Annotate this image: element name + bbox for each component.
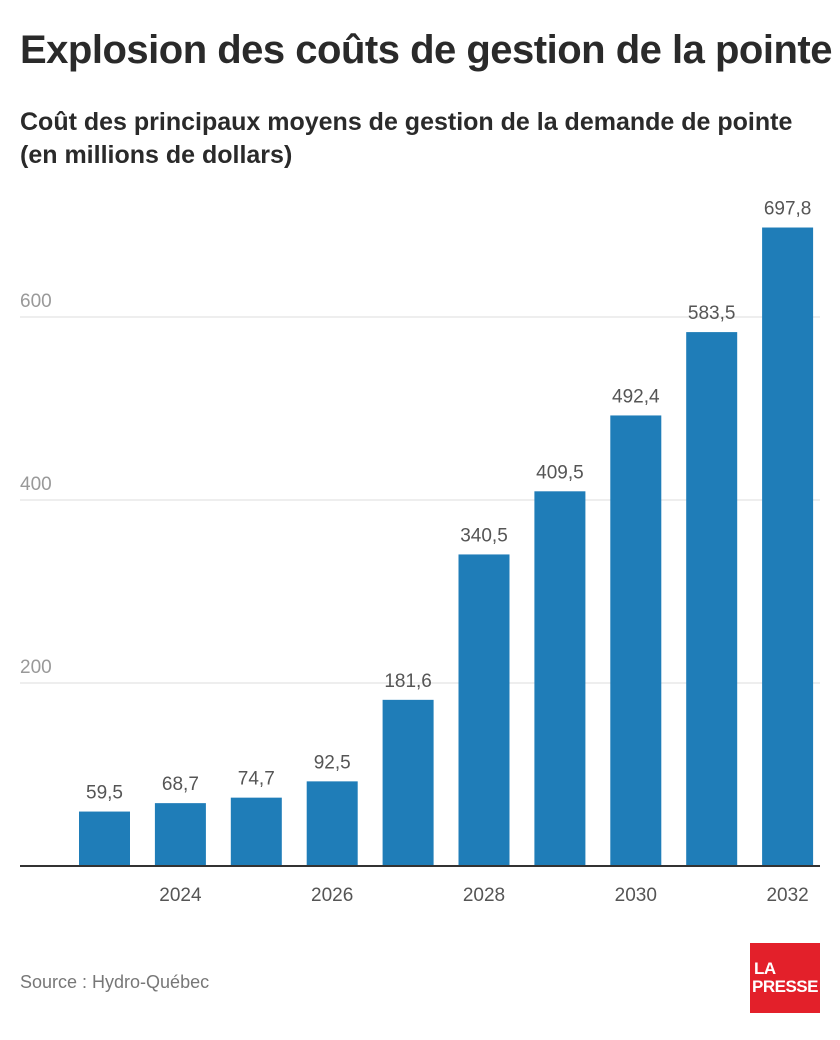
y-tick-label: 400 bbox=[20, 474, 52, 495]
value-label: 340,5 bbox=[460, 525, 508, 546]
bar-2026 bbox=[306, 781, 358, 866]
chart-subtitle: Coût des principaux moyens de gestion de… bbox=[20, 108, 793, 169]
y-tick-label: 600 bbox=[20, 291, 52, 312]
logo-line-1: LA bbox=[754, 959, 776, 978]
bar-2028 bbox=[458, 554, 510, 866]
source-note: Source : Hydro-Québec bbox=[20, 972, 210, 992]
la-presse-logo: LA PRESSE bbox=[750, 943, 820, 1013]
value-label: 92,5 bbox=[314, 752, 351, 773]
value-label: 68,7 bbox=[162, 774, 199, 795]
bar-chart: 200 400 600 59,5 68,7 2024 74,7 92,5 2026 181,6 34… bbox=[20, 199, 820, 906]
bar-2023 bbox=[79, 811, 130, 866]
bar-2027 bbox=[382, 699, 434, 866]
x-tick-label: 2030 bbox=[615, 885, 657, 906]
x-tick-label: 2026 bbox=[311, 885, 353, 906]
x-tick-label: 2032 bbox=[766, 885, 808, 906]
value-label: 59,5 bbox=[86, 783, 123, 804]
bar-2032 bbox=[762, 227, 814, 866]
chart-title: Explosion des coûts de gestion de la poi… bbox=[20, 28, 832, 72]
x-tick-label: 2028 bbox=[463, 885, 505, 906]
y-tick-label: 200 bbox=[20, 657, 52, 678]
bar-2025 bbox=[230, 797, 282, 866]
logo-line-2: PRESSE bbox=[752, 977, 818, 996]
value-label: 181,6 bbox=[384, 671, 432, 692]
bar-2031 bbox=[686, 332, 738, 866]
value-label: 74,7 bbox=[238, 769, 275, 790]
value-label: 697,8 bbox=[764, 199, 812, 220]
bar-2024 bbox=[154, 803, 206, 866]
value-label: 583,5 bbox=[688, 303, 736, 324]
x-tick-label: 2024 bbox=[159, 885, 202, 906]
bar-2029 bbox=[534, 491, 586, 866]
bar-2030 bbox=[610, 415, 662, 866]
value-label: 492,4 bbox=[612, 386, 660, 407]
value-label: 409,5 bbox=[536, 462, 584, 483]
